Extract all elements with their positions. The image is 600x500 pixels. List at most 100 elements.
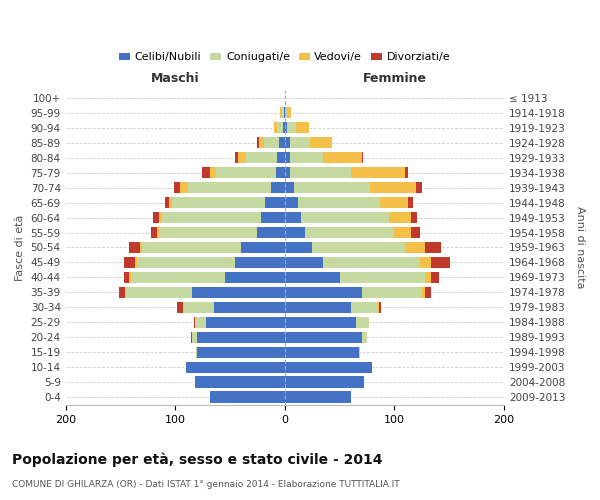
Bar [197, 332, 285, 343]
Bar [280, 108, 285, 118]
Bar [285, 242, 442, 253]
Bar [274, 122, 285, 134]
Bar [277, 122, 285, 134]
Bar [285, 152, 362, 164]
Bar [285, 212, 418, 223]
Bar [285, 346, 359, 358]
Bar [196, 346, 285, 358]
Bar [210, 167, 285, 178]
Bar [280, 137, 285, 148]
Bar [195, 376, 285, 388]
Bar [197, 346, 285, 358]
Bar [277, 152, 285, 164]
Legend: Celibi/Nubili, Coniugati/e, Vedovi/e, Divorziati/e: Celibi/Nubili, Coniugati/e, Vedovi/e, Di… [115, 48, 455, 67]
Bar [285, 197, 298, 208]
Bar [285, 316, 369, 328]
Bar [188, 182, 285, 194]
Bar [129, 242, 285, 253]
Bar [159, 227, 285, 238]
Bar [280, 108, 285, 118]
Bar [216, 167, 285, 178]
Bar [285, 108, 292, 118]
Bar [285, 212, 411, 223]
Bar [285, 212, 389, 223]
Bar [285, 272, 340, 283]
Bar [285, 376, 364, 388]
Bar [186, 362, 285, 372]
Bar [283, 122, 285, 134]
Bar [285, 332, 367, 343]
Bar [285, 197, 407, 208]
Bar [195, 376, 285, 388]
Bar [284, 108, 285, 118]
Bar [179, 182, 285, 194]
Bar [178, 302, 285, 313]
Bar [276, 167, 285, 178]
Bar [285, 242, 406, 253]
Bar [271, 182, 285, 194]
Bar [285, 302, 381, 313]
Bar [285, 392, 350, 402]
Bar [285, 137, 310, 148]
Text: COMUNE DI GHILARZA (OR) - Dati ISTAT 1° gennaio 2014 - Elaborazione TUTTITALIA.I: COMUNE DI GHILARZA (OR) - Dati ISTAT 1° … [12, 480, 400, 489]
Y-axis label: Fasce di età: Fasce di età [15, 214, 25, 280]
Bar [186, 362, 285, 372]
Bar [202, 167, 285, 178]
Bar [140, 242, 285, 253]
Bar [129, 272, 285, 283]
Bar [285, 197, 380, 208]
Bar [166, 197, 285, 208]
Bar [285, 362, 373, 372]
Bar [191, 332, 285, 343]
Bar [285, 302, 350, 313]
Bar [172, 197, 285, 208]
Bar [285, 316, 356, 328]
Text: Popolazione per età, sesso e stato civile - 2014: Popolazione per età, sesso e stato civil… [12, 452, 383, 467]
Bar [285, 122, 296, 134]
Bar [285, 392, 350, 402]
Bar [259, 137, 285, 148]
Bar [285, 332, 362, 343]
Bar [210, 392, 285, 402]
Bar [257, 227, 285, 238]
Bar [285, 182, 370, 194]
Bar [261, 212, 285, 223]
Y-axis label: Anni di nascita: Anni di nascita [575, 206, 585, 288]
Bar [157, 227, 285, 238]
Bar [285, 376, 364, 388]
Bar [285, 182, 293, 194]
Bar [285, 212, 301, 223]
Bar [162, 212, 285, 223]
Bar [285, 257, 431, 268]
Bar [285, 302, 378, 313]
Bar [285, 346, 361, 358]
Bar [154, 212, 285, 223]
Bar [285, 167, 406, 178]
Bar [285, 227, 411, 238]
Bar [285, 392, 350, 402]
Bar [285, 392, 350, 402]
Bar [134, 257, 285, 268]
Bar [174, 182, 285, 194]
Bar [195, 316, 285, 328]
Bar [285, 152, 362, 164]
Text: Femmine: Femmine [362, 72, 427, 85]
Bar [285, 257, 323, 268]
Bar [285, 122, 309, 134]
Bar [235, 152, 285, 164]
Bar [247, 152, 285, 164]
Bar [285, 122, 309, 134]
Bar [285, 122, 287, 134]
Bar [235, 257, 285, 268]
Bar [285, 286, 431, 298]
Bar [285, 167, 407, 178]
Bar [124, 272, 285, 283]
Bar [191, 332, 285, 343]
Bar [285, 346, 361, 358]
Bar [285, 108, 287, 118]
Bar [285, 227, 394, 238]
Bar [285, 316, 369, 328]
Bar [159, 212, 285, 223]
Bar [285, 362, 373, 372]
Bar [169, 197, 285, 208]
